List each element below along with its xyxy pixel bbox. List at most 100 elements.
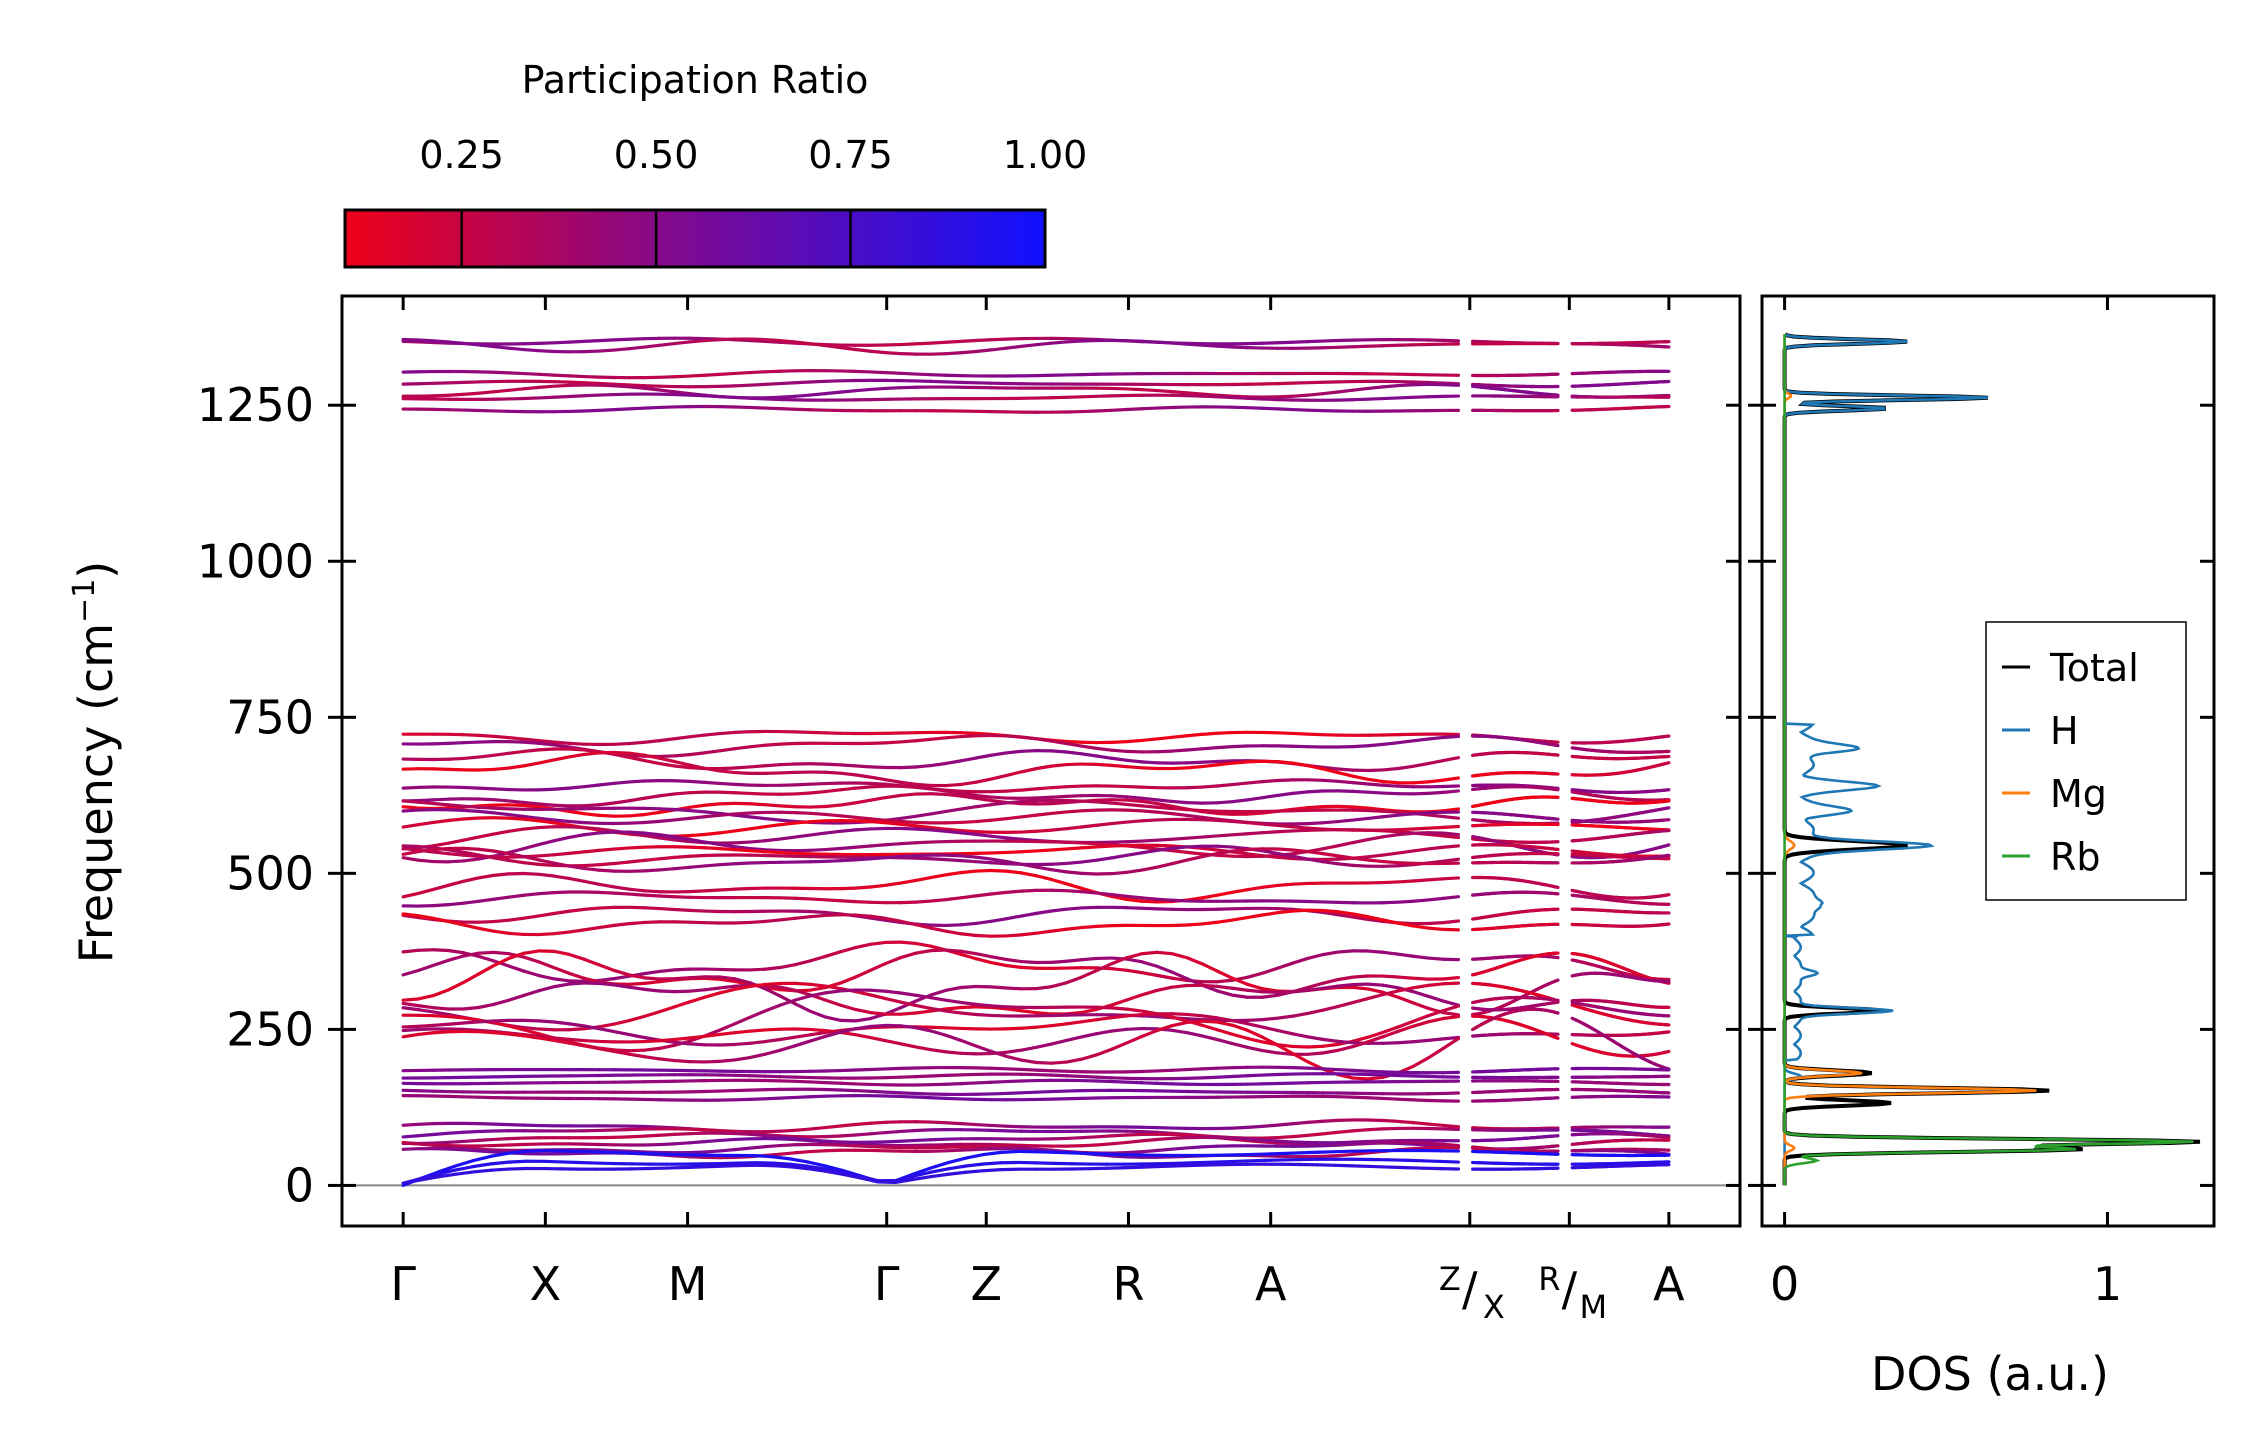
band-segment: [1019, 735, 1038, 741]
band-segment: [1260, 793, 1280, 800]
colorbar-tick-label: 0.25: [419, 133, 504, 177]
band-segment: [1351, 837, 1370, 845]
band-segment: [733, 848, 752, 853]
band-segment: [703, 780, 722, 786]
band-segment: [1155, 405, 1174, 410]
band-segment: [1140, 799, 1159, 806]
band-segment: [1411, 898, 1430, 903]
band-segment: [1426, 810, 1445, 815]
band-segment: [597, 861, 616, 867]
band-segment: [1064, 784, 1084, 789]
band-segment: [883, 842, 903, 847]
band-segment: [537, 341, 556, 345]
band-segment: [1049, 749, 1069, 754]
band-segment: [1155, 798, 1174, 804]
colorbar: Participation Ratio 0.25 0.50 0.75 1.00: [343, 58, 1087, 269]
band-segment: [1366, 806, 1385, 812]
band-segment: [944, 759, 963, 766]
band-segment: [718, 781, 737, 787]
band-segment: [1079, 890, 1099, 895]
band-segment: [1200, 818, 1219, 822]
band-segment: [914, 372, 933, 377]
band-segment: [733, 383, 752, 388]
band-segment: [597, 890, 616, 895]
band-segment: [507, 893, 526, 899]
band-segment: [1110, 893, 1129, 898]
band-segment: [1004, 869, 1023, 875]
band-segment: [823, 803, 842, 809]
band-segment: [1140, 766, 1159, 771]
band-segment: [883, 371, 903, 375]
band-segment: [823, 846, 842, 852]
band-segment: [672, 865, 692, 871]
band-segment: [507, 736, 526, 741]
band-segment: [899, 878, 918, 885]
band-segment: [748, 825, 767, 831]
band-segment: [763, 823, 782, 829]
band-segment: [627, 337, 646, 341]
band-segment: [1125, 749, 1144, 754]
band-segment: [718, 842, 737, 849]
band-segment: [657, 792, 677, 798]
band-segment: [627, 830, 646, 835]
band-segment: [929, 761, 948, 768]
band-segment: [672, 895, 692, 899]
band-segment: [974, 338, 993, 343]
band-segment: [778, 821, 797, 827]
band-segment: [476, 873, 496, 880]
band-segment: [823, 762, 842, 767]
band-segment: [1230, 798, 1249, 804]
band-segment: [1140, 865, 1159, 872]
band-segment: [1125, 839, 1144, 844]
band-segment: [431, 903, 450, 908]
band-segment: [899, 854, 918, 859]
band-segment: [718, 730, 737, 736]
band-segment: [461, 816, 481, 821]
band-segment: [793, 820, 812, 825]
band-segment: [537, 741, 556, 747]
band-segment: [959, 789, 978, 794]
band-segment: [446, 859, 466, 864]
band-segment: [461, 785, 481, 790]
band-segment: [1125, 407, 1144, 412]
band-segment: [582, 783, 601, 789]
band-segment: [567, 850, 586, 855]
band-segment: [657, 833, 677, 839]
band-segment: [914, 782, 933, 788]
band-segment: [778, 770, 797, 775]
band-segment: [763, 742, 782, 747]
band-segment: [1366, 835, 1385, 842]
band-segment: [1260, 406, 1280, 411]
band-segment: [1004, 770, 1023, 778]
band-segment: [1004, 836, 1023, 841]
band-segment: [1275, 823, 1295, 829]
band-segment: [461, 857, 481, 863]
band-segment: [1064, 870, 1084, 875]
band-segment: [793, 380, 812, 385]
band-segment: [808, 392, 827, 397]
band-segment: [657, 807, 677, 812]
band-segment: [401, 891, 420, 899]
band-segment: [1064, 741, 1084, 748]
band-segment: [1125, 868, 1144, 874]
band-segment: [1140, 406, 1159, 411]
band-segment: [1019, 849, 1038, 854]
band-segment: [446, 817, 466, 823]
band-segment: [868, 781, 888, 786]
band-segment: [778, 338, 797, 344]
band-segment: [899, 784, 918, 789]
band-segment: [642, 753, 662, 760]
band-segment: [401, 799, 420, 804]
band-segment: [1336, 854, 1355, 860]
band-segment: [1351, 774, 1370, 781]
band-segment: [1034, 737, 1053, 743]
band-segment: [1155, 846, 1174, 853]
band-segment: [1155, 805, 1174, 811]
band-segment: [627, 845, 646, 850]
band-segment: [944, 792, 963, 798]
band-segment: [461, 733, 481, 737]
band-segment: [1185, 391, 1204, 396]
band-segment: [476, 847, 496, 853]
band-segment: [431, 741, 450, 746]
band-segment: [1321, 852, 1340, 858]
